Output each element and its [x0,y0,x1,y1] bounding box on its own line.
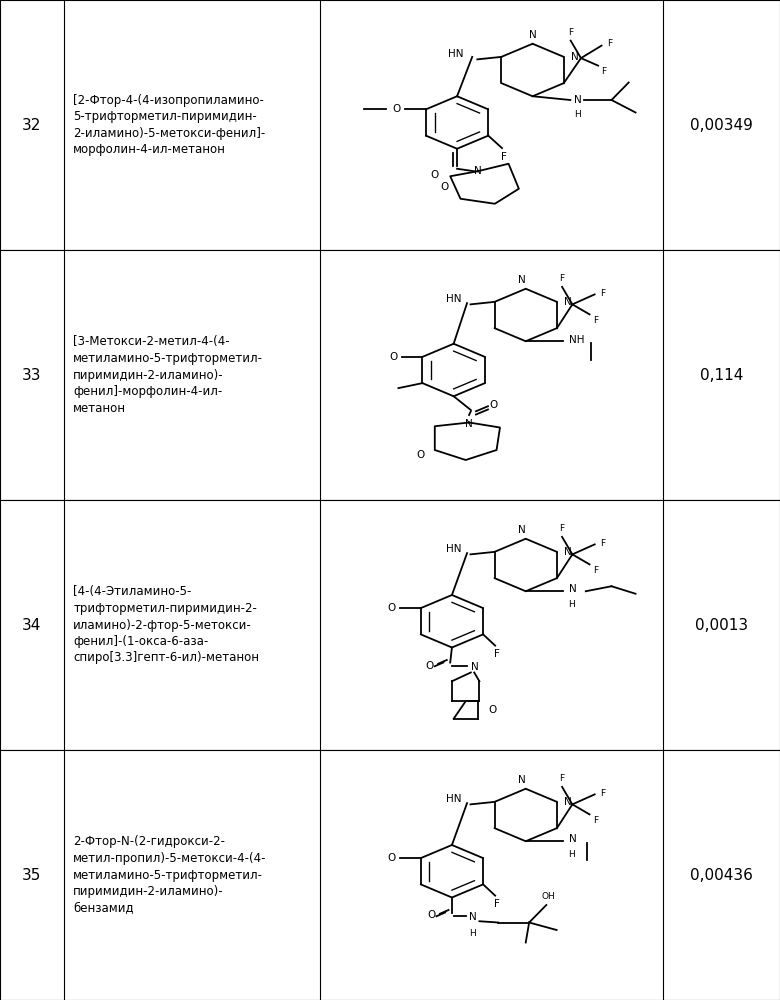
Text: N: N [571,52,579,62]
Text: F: F [593,316,598,325]
Text: N: N [569,834,576,844]
Text: NH: NH [569,335,584,345]
Text: 0,00349: 0,00349 [690,117,753,132]
Text: 0,0013: 0,0013 [695,617,748,633]
Text: 35: 35 [23,867,41,882]
Text: O: O [427,910,435,920]
Text: N: N [564,547,572,557]
Text: F: F [600,539,605,548]
Text: N: N [519,525,526,535]
Text: 0,114: 0,114 [700,367,743,382]
Text: F: F [501,152,507,162]
Text: F: F [559,524,565,533]
Text: O: O [392,104,400,114]
Text: N: N [465,419,473,429]
Text: N: N [569,584,576,594]
Text: N: N [574,95,582,105]
Text: N: N [473,166,481,176]
Text: N: N [469,912,477,922]
Text: O: O [417,450,424,460]
Text: F: F [494,649,500,659]
Text: F: F [593,816,598,825]
Bar [0,500,780,750]
Text: 2-Фтор-N-(2-гидрокси-2-
метил-пропил)-5-метокси-4-(4-
метиламино-5-трифторметил-: 2-Фтор-N-(2-гидрокси-2- метил-пропил)-5-… [73,836,267,914]
Text: N: N [564,797,572,807]
Text: O: O [431,170,439,180]
Text: OH: OH [541,892,555,901]
Text: HN: HN [446,544,462,554]
Bar [0,0,780,250]
Text: H: H [574,110,580,119]
Text: O: O [488,705,496,715]
Text: F: F [600,289,605,298]
Text: N: N [529,30,537,40]
Text: 0,00436: 0,00436 [690,867,753,882]
Text: F: F [601,67,607,76]
Text: O: O [440,182,448,192]
Text: F: F [559,274,565,283]
Text: F: F [607,39,612,48]
Text: N: N [519,775,526,785]
Text: O: O [389,352,398,362]
Text: 33: 33 [22,367,42,382]
Text: O: O [388,853,396,863]
Bar [0,750,780,1000]
Text: HN: HN [448,49,463,59]
Text: 34: 34 [23,617,41,633]
Text: HN: HN [446,794,462,804]
Text: H: H [469,929,476,938]
Text: H: H [569,850,576,859]
Text: F: F [568,28,573,37]
Text: 32: 32 [23,117,41,132]
Text: N: N [519,275,526,285]
Text: [3-Метокси-2-метил-4-(4-
метиламино-5-трифторметил-
пиримидин-2-иламино)-
фенил]: [3-Метокси-2-метил-4-(4- метиламино-5-тр… [73,336,264,414]
Text: N: N [471,662,479,672]
Text: [4-(4-Этиламино-5-
трифторметил-пиримидин-2-
иламино)-2-фтор-5-метокси-
фенил]-(: [4-(4-Этиламино-5- трифторметил-пиримиди… [73,585,259,664]
Text: O: O [490,400,498,410]
Text: N: N [564,297,572,307]
Text: H: H [569,600,576,609]
Text: HN: HN [446,294,462,304]
Text: F: F [600,789,605,798]
Text: O: O [388,603,396,613]
Bar [0,250,780,500]
Text: [2-Фтор-4-(4-изопропиламино-
5-трифторметил-пиримидин-
2-иламино)-5-метокси-фени: [2-Фтор-4-(4-изопропиламино- 5-трифторме… [73,94,265,156]
Text: F: F [494,899,500,909]
Text: F: F [593,566,598,575]
Text: F: F [559,774,565,783]
Text: O: O [426,661,434,671]
